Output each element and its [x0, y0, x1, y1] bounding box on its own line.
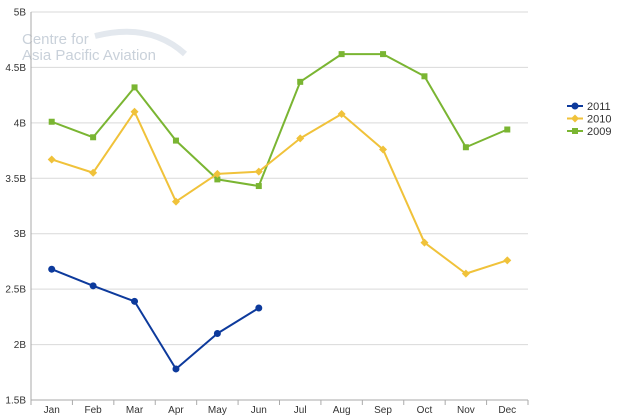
data-point — [131, 297, 139, 305]
watermark-line1: Centre for — [22, 31, 89, 48]
x-tick-label: Jun — [251, 405, 267, 416]
watermark-logo: Centre for Asia Pacific Aviation — [22, 28, 188, 64]
data-point — [213, 329, 221, 337]
data-point — [213, 169, 222, 178]
y-tick-label: 5B — [14, 8, 27, 19]
series-line — [51, 110, 508, 275]
data-point — [254, 167, 263, 176]
data-point — [47, 155, 56, 164]
data-point — [462, 144, 469, 151]
axes — [30, 12, 528, 401]
y-tick-label: 3.5B — [5, 174, 26, 185]
grid-lines — [31, 11, 528, 401]
data-point — [461, 269, 470, 278]
data-point — [89, 282, 97, 290]
series-2011 — [48, 265, 263, 373]
x-tick-label: Dec — [498, 405, 516, 416]
data-point — [504, 126, 511, 133]
x-tick-label: Mar — [126, 405, 144, 416]
data-point — [214, 176, 221, 183]
x-tick-label: May — [208, 405, 227, 416]
data-point — [571, 102, 579, 110]
data-point — [131, 84, 138, 91]
y-tick-label: 2.5B — [5, 285, 26, 296]
series-line — [51, 268, 260, 370]
legend-label: 2011 — [587, 101, 611, 113]
x-tick-label: Feb — [85, 405, 103, 416]
y-tick-label: 2B — [14, 340, 27, 351]
data-point — [297, 78, 304, 85]
legend-item-2009: 2009 — [567, 126, 611, 138]
data-point — [172, 137, 179, 144]
series-2010 — [47, 107, 512, 278]
data-point — [572, 128, 578, 134]
x-tick-label: Oct — [417, 405, 433, 416]
data-point — [379, 145, 388, 154]
data-point — [337, 109, 346, 118]
data-point — [90, 134, 97, 141]
x-tick-label: Aug — [333, 405, 351, 416]
legend-item-2011: 2011 — [567, 101, 611, 113]
data-point — [255, 304, 263, 312]
series-line — [51, 53, 508, 188]
watermark-line2: Asia Pacific Aviation — [22, 47, 156, 64]
data-point — [89, 168, 98, 177]
data-point — [130, 107, 139, 116]
legend-item-2010: 2010 — [567, 114, 611, 126]
series-lines — [47, 51, 512, 373]
x-tick-label: Sep — [374, 405, 392, 416]
x-tick-label: Jul — [294, 405, 307, 416]
x-tick-label: Jan — [44, 405, 60, 416]
y-axis-ticks: 1.5B 2B 2.5B 3B 3.5B 4B 4.5B 5B — [5, 8, 26, 407]
data-point — [380, 51, 387, 58]
x-tick-label: Apr — [168, 405, 184, 416]
x-axis-ticks: Jan Feb Mar Apr May Jun Jul Aug Sep Oct Nov Dec — [30, 400, 529, 416]
y-tick-label: 4B — [14, 118, 27, 129]
data-point — [420, 238, 429, 247]
data-point — [172, 365, 180, 373]
data-point — [571, 114, 579, 123]
data-point — [48, 265, 56, 273]
data-point — [255, 183, 262, 190]
data-point — [503, 256, 512, 265]
y-tick-label: 1.5B — [5, 396, 26, 407]
legend-label: 2009 — [587, 126, 611, 138]
y-tick-label: 4.5B — [5, 63, 26, 74]
x-tick-label: Nov — [457, 405, 475, 416]
data-point — [338, 51, 345, 58]
data-point — [296, 134, 305, 143]
data-point — [171, 197, 180, 206]
data-point — [48, 118, 55, 125]
y-tick-label: 3B — [14, 229, 27, 240]
legend-label: 2010 — [587, 114, 611, 126]
series-2009 — [48, 51, 511, 190]
data-point — [421, 73, 428, 80]
